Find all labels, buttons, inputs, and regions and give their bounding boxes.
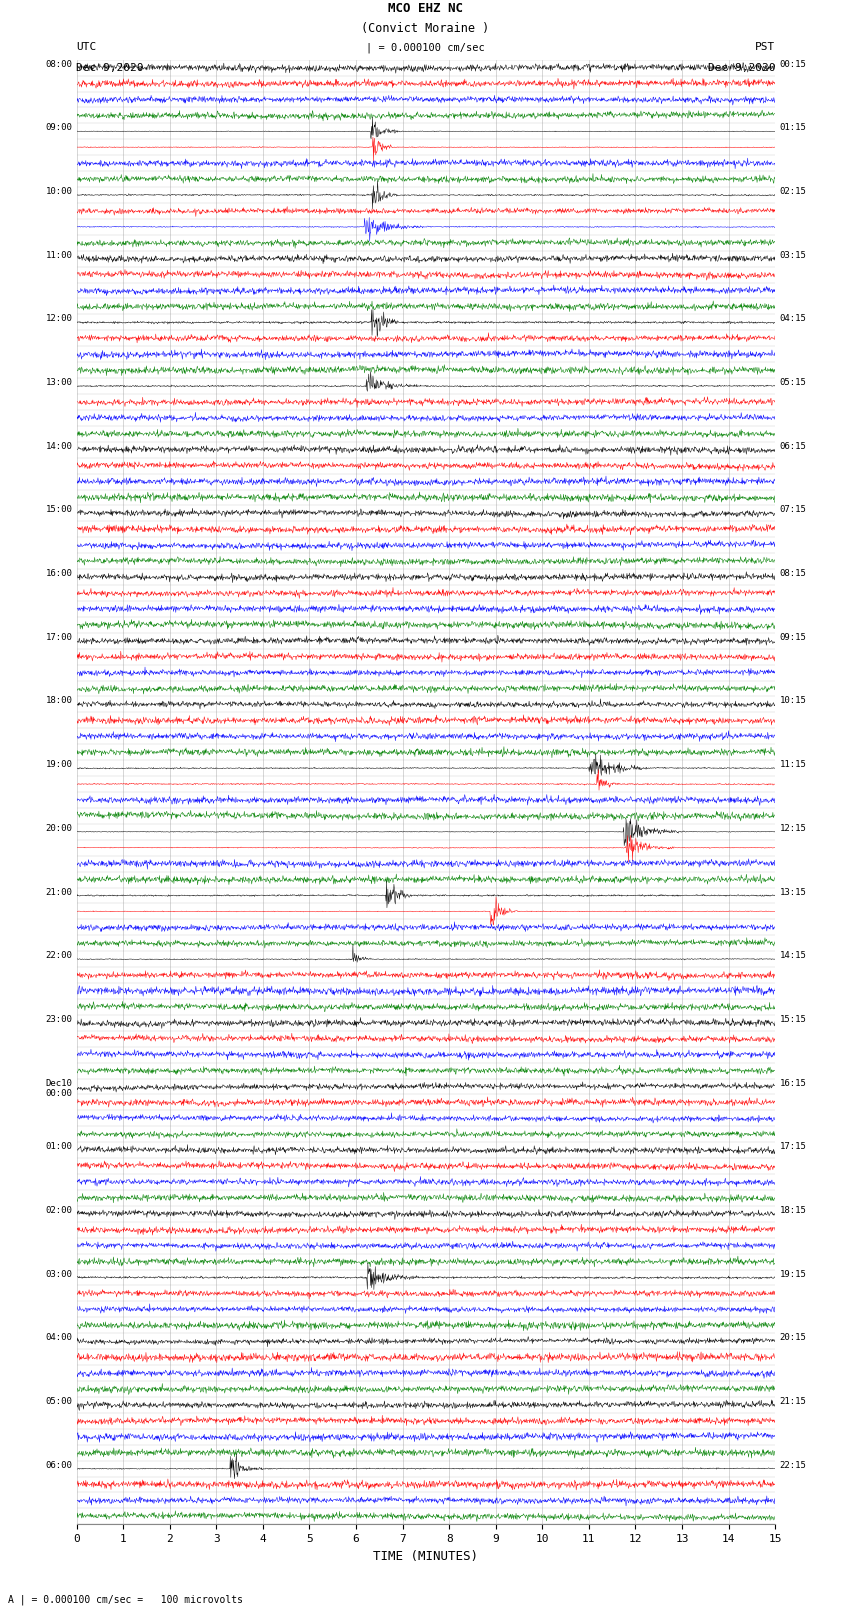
- Text: 17:00: 17:00: [45, 632, 72, 642]
- Text: 09:15: 09:15: [779, 632, 807, 642]
- Text: 12:00: 12:00: [45, 315, 72, 323]
- Text: 06:15: 06:15: [779, 442, 807, 450]
- Text: 16:00: 16:00: [45, 569, 72, 577]
- Text: 22:15: 22:15: [779, 1461, 807, 1469]
- Text: 17:15: 17:15: [779, 1142, 807, 1152]
- Text: 08:00: 08:00: [45, 60, 72, 69]
- Text: 18:00: 18:00: [45, 697, 72, 705]
- Text: 08:15: 08:15: [779, 569, 807, 577]
- Text: 11:00: 11:00: [45, 250, 72, 260]
- Text: 06:00: 06:00: [45, 1461, 72, 1469]
- Text: 14:15: 14:15: [779, 952, 807, 960]
- Text: A | = 0.000100 cm/sec =   100 microvolts: A | = 0.000100 cm/sec = 100 microvolts: [8, 1594, 243, 1605]
- Text: Dec10
00:00: Dec10 00:00: [45, 1079, 72, 1098]
- Text: UTC: UTC: [76, 42, 97, 52]
- Text: 07:15: 07:15: [779, 505, 807, 515]
- Text: 02:15: 02:15: [779, 187, 807, 197]
- Text: 16:15: 16:15: [779, 1079, 807, 1087]
- Text: 18:15: 18:15: [779, 1207, 807, 1215]
- Text: | = 0.000100 cm/sec: | = 0.000100 cm/sec: [366, 42, 484, 53]
- Text: 23:00: 23:00: [45, 1015, 72, 1024]
- Text: 05:15: 05:15: [779, 377, 807, 387]
- X-axis label: TIME (MINUTES): TIME (MINUTES): [373, 1550, 479, 1563]
- Text: 15:00: 15:00: [45, 505, 72, 515]
- Text: (Convict Moraine ): (Convict Moraine ): [361, 23, 489, 35]
- Text: 09:00: 09:00: [45, 123, 72, 132]
- Text: 21:00: 21:00: [45, 887, 72, 897]
- Text: 04:15: 04:15: [779, 315, 807, 323]
- Text: 03:15: 03:15: [779, 250, 807, 260]
- Text: 22:00: 22:00: [45, 952, 72, 960]
- Text: 10:00: 10:00: [45, 187, 72, 197]
- Text: 20:15: 20:15: [779, 1334, 807, 1342]
- Text: 10:15: 10:15: [779, 697, 807, 705]
- Text: 02:00: 02:00: [45, 1207, 72, 1215]
- Text: 13:15: 13:15: [779, 887, 807, 897]
- Text: MCO EHZ NC: MCO EHZ NC: [388, 2, 462, 15]
- Text: 15:15: 15:15: [779, 1015, 807, 1024]
- Text: PST: PST: [755, 42, 775, 52]
- Text: 12:15: 12:15: [779, 824, 807, 832]
- Text: 00:15: 00:15: [779, 60, 807, 69]
- Text: 19:15: 19:15: [779, 1269, 807, 1279]
- Text: 04:00: 04:00: [45, 1334, 72, 1342]
- Text: 19:00: 19:00: [45, 760, 72, 769]
- Text: 01:15: 01:15: [779, 123, 807, 132]
- Text: 01:00: 01:00: [45, 1142, 72, 1152]
- Text: 03:00: 03:00: [45, 1269, 72, 1279]
- Text: 13:00: 13:00: [45, 377, 72, 387]
- Text: 14:00: 14:00: [45, 442, 72, 450]
- Text: Dec 9,2020: Dec 9,2020: [76, 63, 144, 73]
- Text: 11:15: 11:15: [779, 760, 807, 769]
- Text: Dec 9,2020: Dec 9,2020: [708, 63, 775, 73]
- Text: 21:15: 21:15: [779, 1397, 807, 1407]
- Text: 20:00: 20:00: [45, 824, 72, 832]
- Text: 05:00: 05:00: [45, 1397, 72, 1407]
